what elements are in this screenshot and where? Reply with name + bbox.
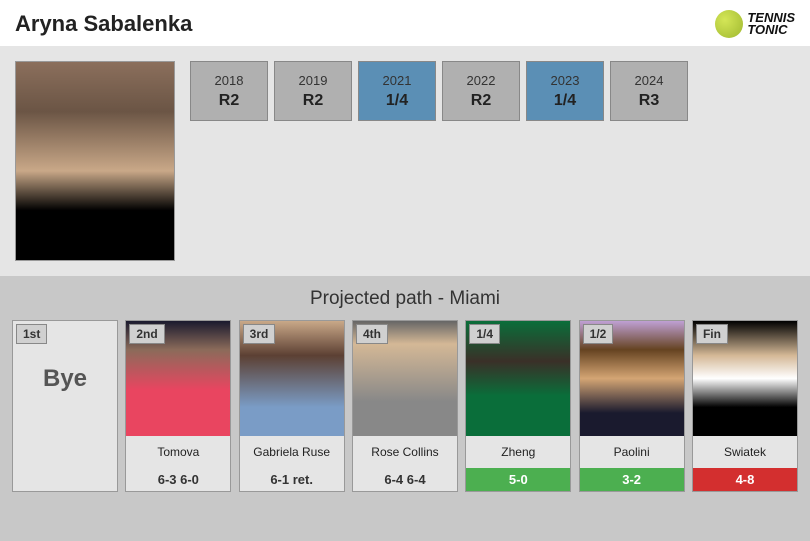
card-result: 5-0 bbox=[466, 468, 570, 491]
year-label: 2018 bbox=[215, 73, 244, 88]
logo-line2: TONIC bbox=[747, 24, 795, 36]
year-box: 2021 1/4 bbox=[358, 61, 436, 121]
card-round-label: 1/4 bbox=[469, 324, 500, 344]
year-result: R2 bbox=[471, 92, 491, 110]
path-card: 2nd Tomova6-3 6-0 bbox=[125, 320, 231, 492]
year-box: 2022 R2 bbox=[442, 61, 520, 121]
projected-section: Projected path - Miami 1stBye 2ndTomova6… bbox=[0, 276, 810, 541]
card-opponent-name bbox=[13, 436, 117, 468]
path-card: 1stBye bbox=[12, 320, 118, 492]
path-card: Fin Swiatek4-8 bbox=[692, 320, 798, 492]
year-label: 2021 bbox=[383, 73, 412, 88]
logo-text: TENNIS TONIC bbox=[747, 12, 795, 35]
tennis-ball-icon bbox=[715, 10, 743, 38]
year-box: 2019 R2 bbox=[274, 61, 352, 121]
card-result: 6-4 6-4 bbox=[353, 468, 457, 491]
card-result: 3-2 bbox=[580, 468, 684, 491]
year-label: 2024 bbox=[635, 73, 664, 88]
year-label: 2023 bbox=[551, 73, 580, 88]
card-round-label: 4th bbox=[356, 324, 388, 344]
year-result: R2 bbox=[219, 92, 239, 110]
year-history-row: 2018 R2 2019 R2 2021 1/4 2022 R2 2023 1/4 2024 R3 bbox=[190, 61, 688, 121]
year-box: 2024 R3 bbox=[610, 61, 688, 121]
header: Aryna Sabalenka TENNIS TONIC bbox=[0, 0, 810, 46]
year-box: 2023 1/4 bbox=[526, 61, 604, 121]
path-card: 1/4 Zheng5-0 bbox=[465, 320, 571, 492]
year-label: 2022 bbox=[467, 73, 496, 88]
path-card: 4th Rose Collins6-4 6-4 bbox=[352, 320, 458, 492]
card-round-label: 1/2 bbox=[583, 324, 614, 344]
year-result: 1/4 bbox=[386, 92, 408, 110]
year-result: R3 bbox=[639, 92, 659, 110]
card-opponent-name: Rose Collins bbox=[353, 436, 457, 468]
card-round-label: 3rd bbox=[243, 324, 276, 344]
year-label: 2019 bbox=[299, 73, 328, 88]
card-opponent-name: Gabriela Ruse bbox=[240, 436, 344, 468]
card-round-label: 2nd bbox=[129, 324, 164, 344]
year-result: R2 bbox=[303, 92, 323, 110]
logo: TENNIS TONIC bbox=[715, 10, 795, 38]
card-round-label: Fin bbox=[696, 324, 728, 344]
projected-cards-row: 1stBye 2ndTomova6-3 6-03rdGabriela Ruse6… bbox=[12, 320, 798, 492]
card-opponent-name: Swiatek bbox=[693, 436, 797, 468]
card-opponent-name: Zheng bbox=[466, 436, 570, 468]
card-round-label: 1st bbox=[16, 324, 47, 344]
card-result: 6-1 ret. bbox=[240, 468, 344, 491]
card-opponent-name: Paolini bbox=[580, 436, 684, 468]
player-photo bbox=[15, 61, 175, 261]
main-container: Aryna Sabalenka TENNIS TONIC 2018 R2 2019 R… bbox=[0, 0, 810, 541]
path-card: 1/2 Paolini3-2 bbox=[579, 320, 685, 492]
projected-title: Projected path - Miami bbox=[12, 288, 798, 310]
year-box: 2018 R2 bbox=[190, 61, 268, 121]
year-result: 1/4 bbox=[554, 92, 576, 110]
card-result: 6-3 6-0 bbox=[126, 468, 230, 491]
player-name: Aryna Sabalenka bbox=[15, 11, 192, 37]
history-section: 2018 R2 2019 R2 2021 1/4 2022 R2 2023 1/4 2024 R3 bbox=[0, 46, 810, 276]
card-result: 4-8 bbox=[693, 468, 797, 491]
card-opponent-name: Tomova bbox=[126, 436, 230, 468]
path-card: 3rd Gabriela Ruse6-1 ret. bbox=[239, 320, 345, 492]
card-result bbox=[13, 468, 117, 491]
